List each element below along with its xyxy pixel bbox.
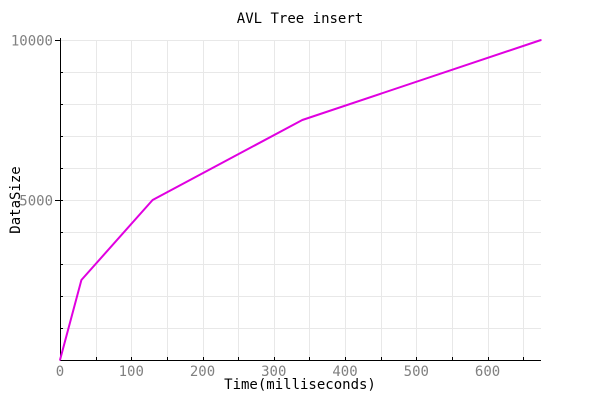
data-point — [59, 359, 61, 361]
x-tick-label: 400 — [332, 364, 357, 380]
series-layer — [59, 39, 542, 361]
y-tick-label: 5000 — [19, 194, 53, 210]
x-tick-label: 200 — [190, 364, 215, 380]
x-tick-label: 100 — [119, 364, 144, 380]
x-tick-label: 300 — [261, 364, 286, 380]
grid — [60, 40, 541, 360]
data-point — [80, 279, 83, 281]
axes — [60, 38, 541, 361]
data-point — [540, 39, 542, 41]
data-point — [151, 199, 154, 201]
x-tick-label: 0 — [56, 364, 64, 380]
x-axis-label: Time(milliseconds) — [224, 377, 376, 393]
data-point — [301, 119, 304, 121]
x-tick-label: 600 — [475, 364, 500, 380]
chart-title: AVL Tree insert — [237, 11, 363, 27]
y-axis-label: DataSize — [8, 166, 24, 233]
y-tick-label: 10000 — [11, 34, 53, 50]
ticks: 0 100 200 300 400 500 600 5000 10000 — [11, 34, 524, 380]
x-tick-label: 500 — [404, 364, 429, 380]
